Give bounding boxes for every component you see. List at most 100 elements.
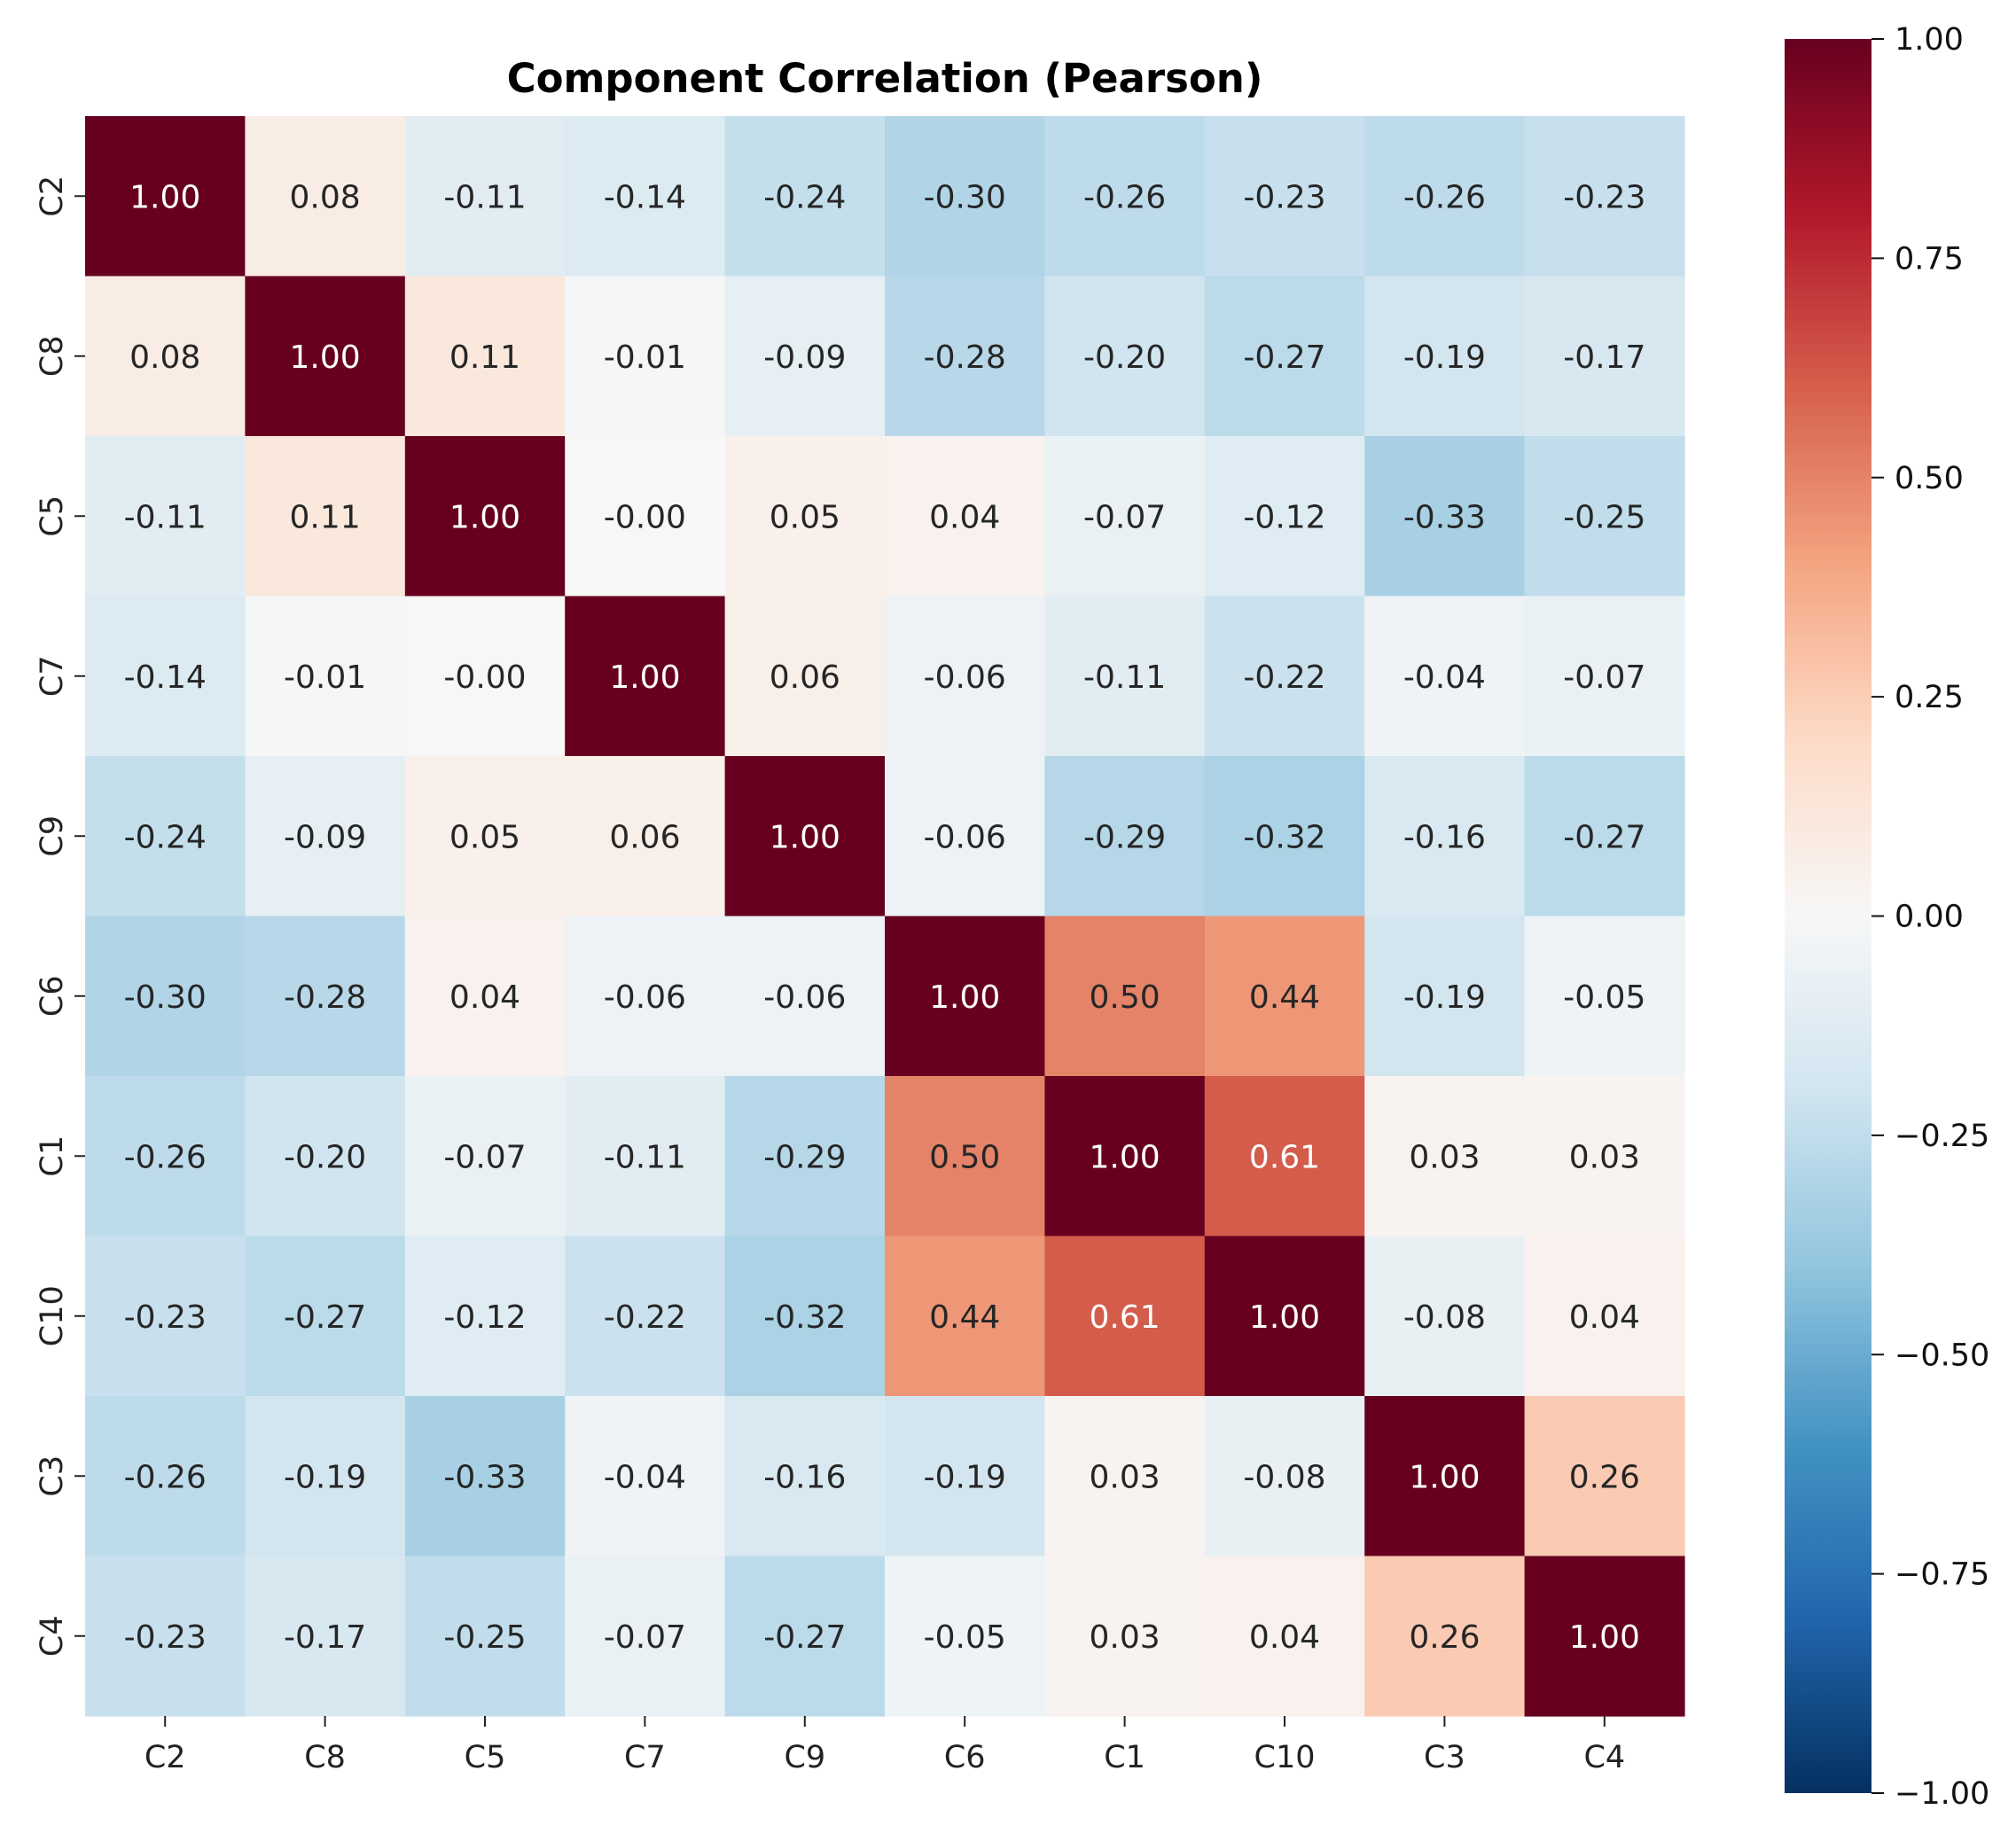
heatmap-cell bbox=[85, 596, 246, 757]
y-tick-label: C6 bbox=[35, 975, 70, 1017]
heatmap-cell bbox=[1204, 596, 1365, 757]
cell-annotation: -0.08 bbox=[1403, 1299, 1486, 1336]
heatmap-cell bbox=[404, 1076, 566, 1237]
heatmap-cell bbox=[885, 756, 1045, 917]
heatmap-cell bbox=[565, 1076, 726, 1237]
cell-annotation: -0.00 bbox=[443, 659, 526, 696]
heatmap-cell bbox=[724, 916, 886, 1077]
cell-annotation: 0.44 bbox=[929, 1299, 1000, 1336]
heatmap-cell bbox=[85, 436, 246, 597]
cell-annotation: 0.61 bbox=[1249, 1139, 1320, 1175]
x-tick-label: C6 bbox=[944, 1740, 986, 1775]
cell-annotation: -0.06 bbox=[763, 979, 846, 1016]
cell-annotation: -0.26 bbox=[124, 1139, 207, 1175]
cell-annotation: 0.04 bbox=[929, 499, 1000, 535]
cell-annotation: 0.04 bbox=[1249, 1619, 1320, 1656]
colorbar-tick-label: −1.00 bbox=[1895, 1776, 1989, 1812]
heatmap-cell bbox=[1204, 436, 1365, 597]
cell-annotation: -0.08 bbox=[1243, 1459, 1325, 1495]
heatmap-cell bbox=[885, 1076, 1045, 1237]
colorbar-tick-label: −0.25 bbox=[1895, 1119, 1989, 1154]
heatmap-cell bbox=[724, 1396, 886, 1557]
cell-annotation: 0.08 bbox=[129, 339, 200, 376]
heatmap-cell bbox=[1524, 1076, 1685, 1237]
cell-annotation: -0.05 bbox=[1563, 979, 1645, 1016]
cell-annotation: 1.00 bbox=[1249, 1299, 1320, 1336]
cell-annotation: -0.04 bbox=[604, 1459, 686, 1495]
cell-annotation: 0.11 bbox=[449, 339, 520, 376]
cell-annotation: -0.27 bbox=[763, 1619, 846, 1656]
cell-annotation: 0.03 bbox=[1569, 1139, 1640, 1175]
heatmap-cell bbox=[885, 276, 1045, 437]
colorbar-tick-label: 0.75 bbox=[1895, 241, 1964, 277]
heatmap-cell bbox=[565, 916, 726, 1077]
heatmap-cell bbox=[1524, 1236, 1685, 1397]
cell-annotation: 0.50 bbox=[1090, 979, 1160, 1016]
chart-title: Component Correlation (Pearson) bbox=[507, 55, 1263, 102]
heatmap-cell bbox=[245, 1396, 406, 1557]
x-tick-label: C8 bbox=[304, 1740, 346, 1775]
cell-annotation: -0.30 bbox=[924, 179, 1006, 215]
heatmap-cell bbox=[724, 116, 886, 277]
heatmap-cell bbox=[724, 596, 886, 757]
colorbar-tick-label: 0.00 bbox=[1895, 900, 1964, 935]
colorbar-tick-label: −0.75 bbox=[1895, 1557, 1989, 1593]
heatmap-cell bbox=[1524, 916, 1685, 1077]
cell-annotation: 1.00 bbox=[1090, 1139, 1160, 1175]
heatmap-cell bbox=[1204, 756, 1365, 917]
heatmap-cell bbox=[1364, 1396, 1526, 1557]
heatmap-cell bbox=[565, 1556, 726, 1717]
x-tick-label: C9 bbox=[784, 1740, 825, 1775]
y-tick-label: C9 bbox=[35, 815, 70, 857]
heatmap-cell bbox=[885, 436, 1045, 597]
heatmap-cell bbox=[404, 1556, 566, 1717]
y-tick-label: C2 bbox=[35, 176, 70, 217]
heatmap-cell bbox=[404, 1236, 566, 1397]
cell-annotation: -0.19 bbox=[284, 1459, 366, 1495]
cell-annotation: 0.05 bbox=[770, 499, 840, 535]
cell-annotation: -0.07 bbox=[1083, 499, 1166, 535]
cell-annotation: -0.19 bbox=[924, 1459, 1006, 1495]
heatmap-cell bbox=[1364, 1556, 1526, 1717]
heatmap-cell bbox=[245, 916, 406, 1077]
cell-annotation: -0.27 bbox=[1243, 339, 1325, 376]
heatmap-cell bbox=[1204, 1076, 1365, 1237]
cell-annotation: 0.11 bbox=[290, 499, 361, 535]
heatmap-cell bbox=[1364, 596, 1526, 757]
heatmap-cell bbox=[1364, 756, 1526, 917]
cell-annotation: -0.16 bbox=[763, 1459, 846, 1495]
cell-annotation: -0.22 bbox=[1243, 659, 1325, 696]
cell-annotation: -0.00 bbox=[604, 499, 686, 535]
cell-annotation: -0.32 bbox=[763, 1299, 846, 1336]
heatmap-cell bbox=[404, 916, 566, 1077]
heatmap-cell bbox=[404, 756, 566, 917]
heatmap-cell bbox=[85, 1396, 246, 1557]
cell-annotation: 0.61 bbox=[1090, 1299, 1160, 1336]
cell-annotation: -0.14 bbox=[604, 179, 686, 215]
cell-annotation: -0.28 bbox=[924, 339, 1006, 376]
heatmap-cell bbox=[85, 916, 246, 1077]
cell-annotation: -0.23 bbox=[124, 1299, 207, 1336]
x-tick-label: C1 bbox=[1104, 1740, 1145, 1775]
cell-annotation: -0.12 bbox=[1243, 499, 1325, 535]
y-tick-label: C5 bbox=[35, 495, 70, 537]
colorbar-tick-label: 0.25 bbox=[1895, 680, 1964, 715]
heatmap-cell bbox=[565, 756, 726, 917]
cell-annotation: -0.06 bbox=[924, 819, 1006, 855]
cell-annotation: -0.16 bbox=[1403, 819, 1486, 855]
cell-annotation: -0.30 bbox=[124, 979, 207, 1016]
cell-annotation: 1.00 bbox=[929, 979, 1000, 1016]
heatmap-cell bbox=[245, 1076, 406, 1237]
heatmap-cell bbox=[85, 1556, 246, 1717]
cell-annotation: 0.26 bbox=[1409, 1619, 1480, 1656]
heatmap-cell bbox=[724, 1076, 886, 1237]
cell-annotation: -0.19 bbox=[1403, 339, 1486, 376]
cell-annotation: -0.20 bbox=[284, 1139, 366, 1175]
heatmap-cell bbox=[1044, 1556, 1206, 1717]
cell-annotation: -0.28 bbox=[284, 979, 366, 1016]
heatmap-cell bbox=[404, 276, 566, 437]
cell-annotation: 0.06 bbox=[609, 819, 680, 855]
cell-annotation: -0.27 bbox=[1563, 819, 1645, 855]
cell-annotation: 1.00 bbox=[1569, 1619, 1640, 1656]
